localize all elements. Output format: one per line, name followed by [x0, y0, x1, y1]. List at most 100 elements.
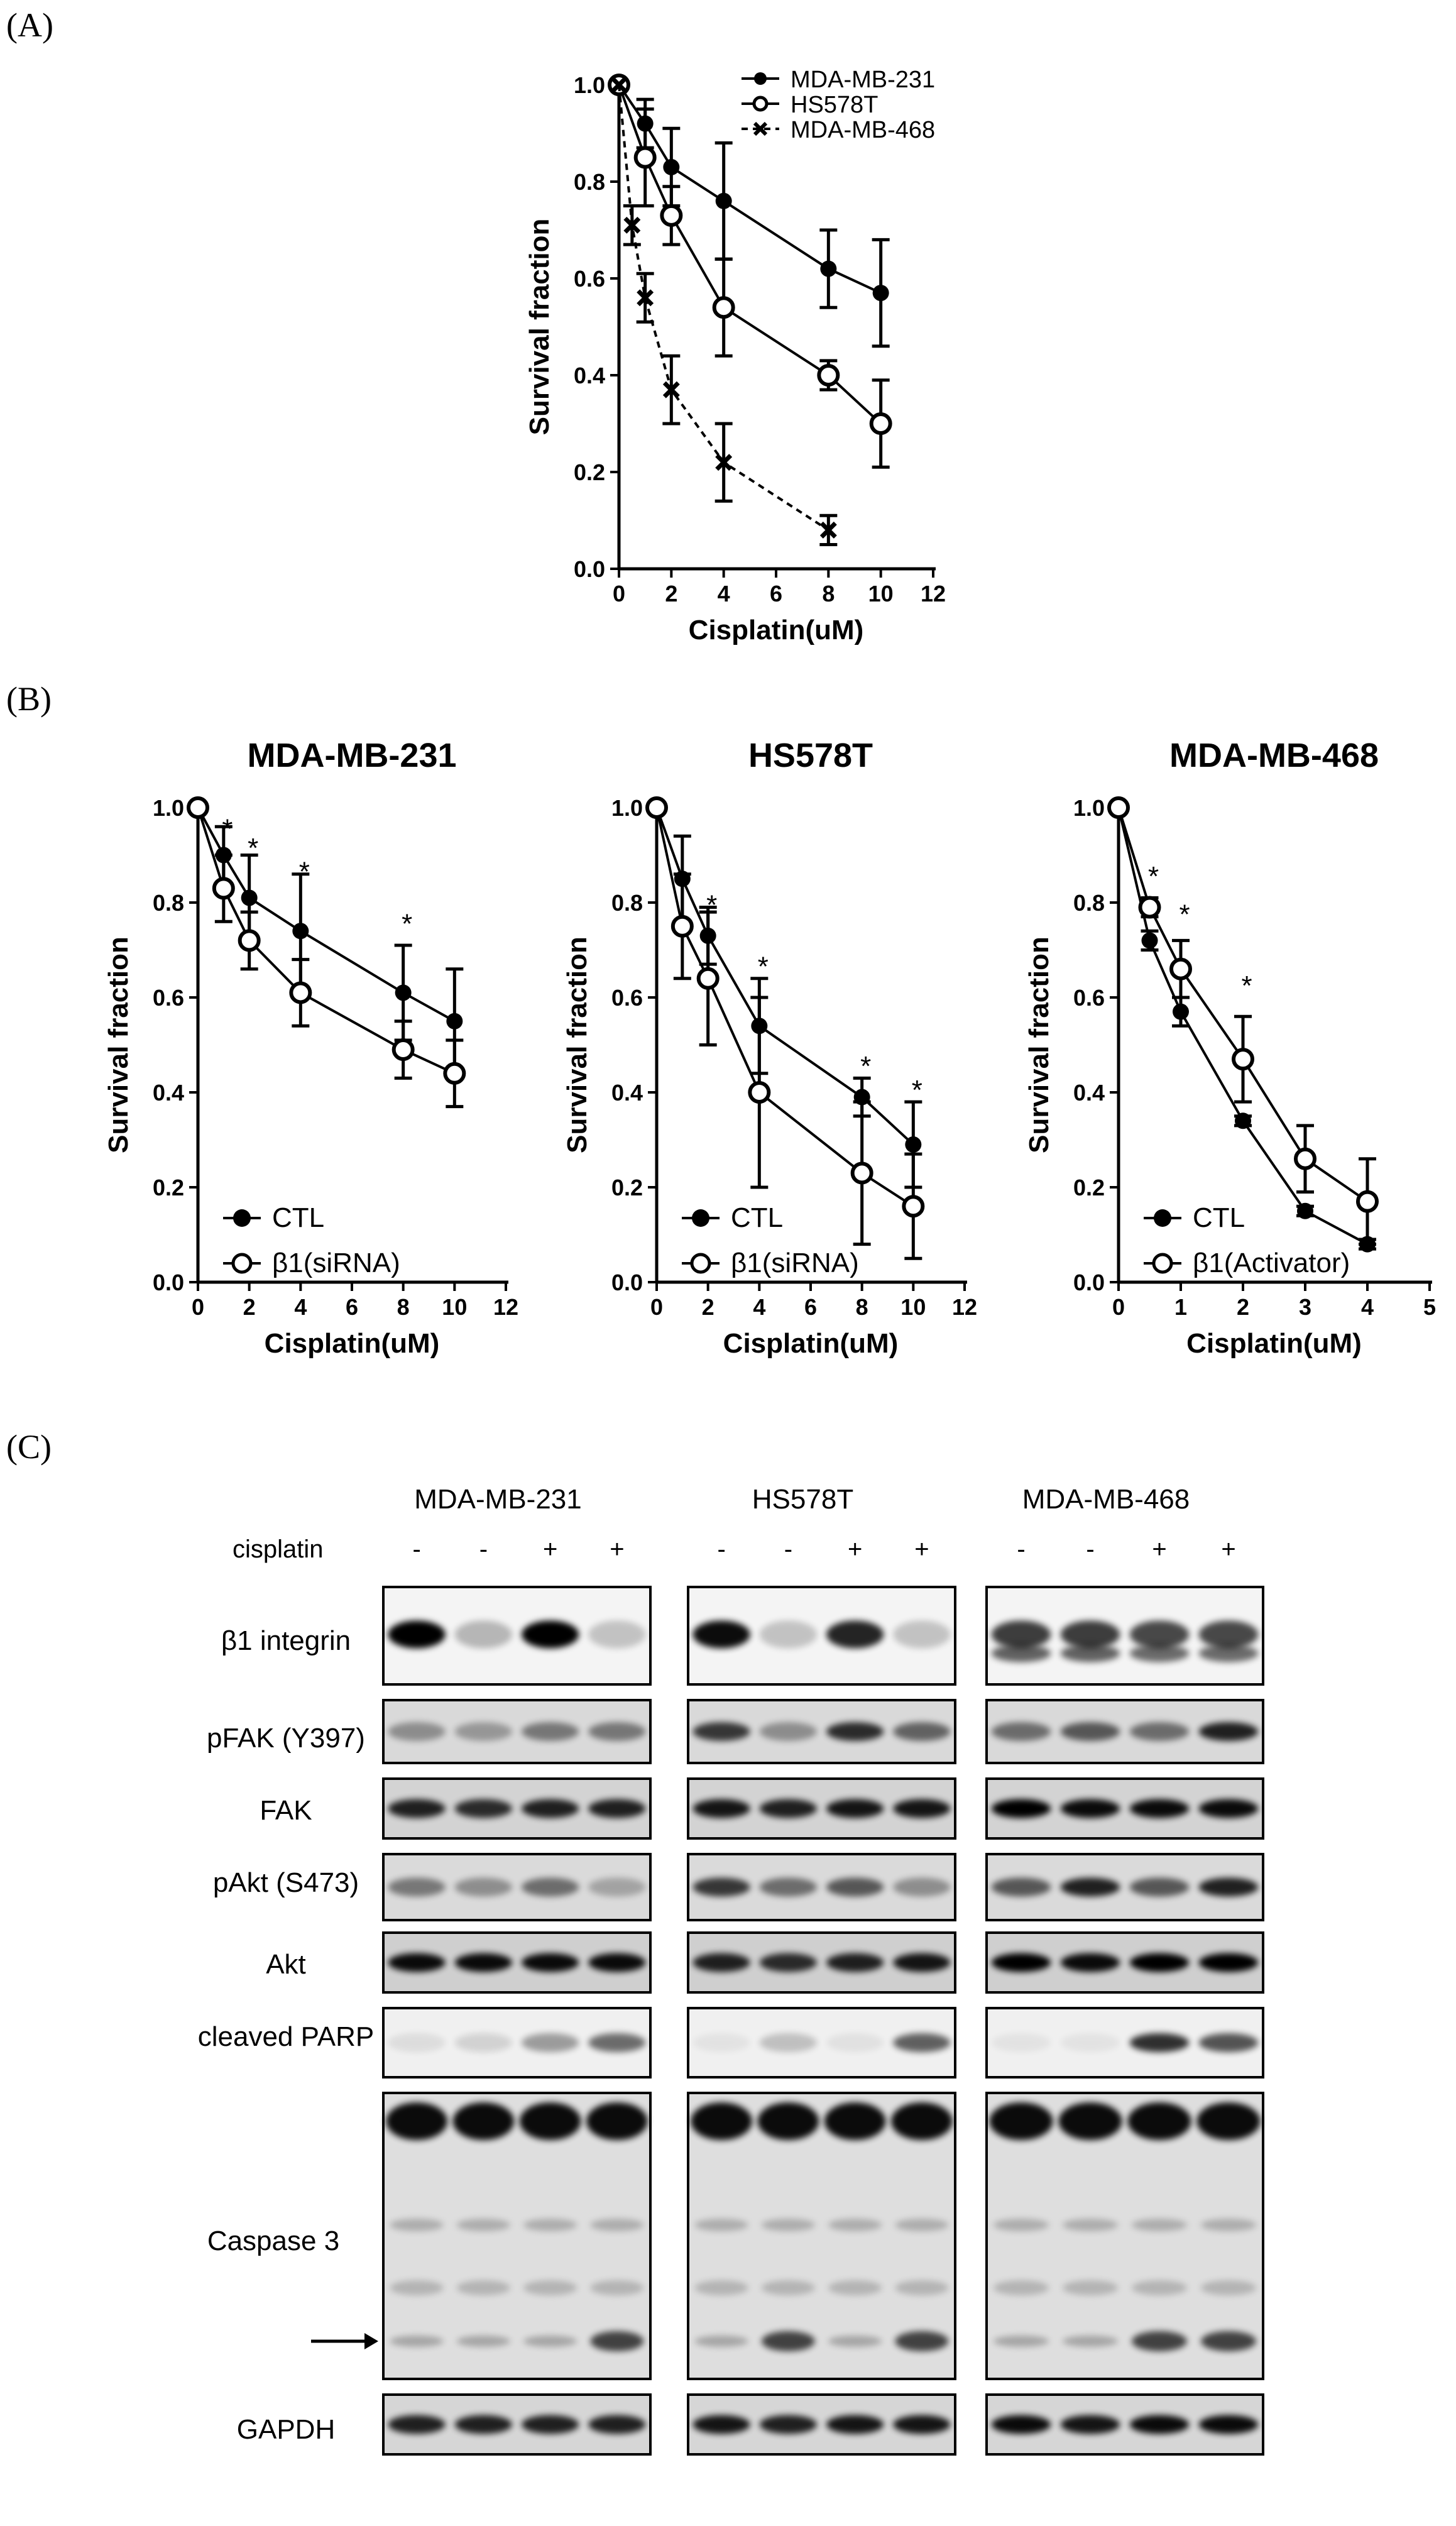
data-point: [187, 796, 209, 819]
legend-label: β1(siRNA): [731, 1248, 859, 1278]
protein-band: [388, 1799, 446, 1818]
protein-band: [388, 2415, 446, 2434]
blot-box: [985, 2092, 1264, 2380]
data-point: [819, 521, 837, 539]
protein-band: [454, 1620, 513, 1649]
y-tick-label: 0.4: [153, 1080, 184, 1106]
y-tick-label: 0.2: [574, 459, 605, 485]
protein-band: [1129, 1644, 1190, 1662]
data-point: [241, 889, 258, 906]
protein-band: [828, 2336, 882, 2347]
data-point: [645, 796, 668, 819]
protein-band: [588, 1722, 646, 1741]
data-point: [1294, 1147, 1316, 1170]
protein-band: [588, 1620, 646, 1649]
y-tick-label: 1.0: [611, 795, 643, 821]
series--1-sirna-: [187, 796, 466, 1109]
y-tick-label: 0.6: [153, 985, 184, 1011]
y-tick-label: 0.2: [611, 1175, 643, 1200]
y-tick-label: 0.6: [1073, 985, 1105, 1011]
data-point: [850, 1161, 873, 1185]
legend-label: CTL: [731, 1202, 783, 1233]
protein-band: [991, 1644, 1051, 1662]
significance-star: *: [402, 909, 412, 940]
protein-band: [991, 1722, 1051, 1741]
protein-band: [759, 1953, 818, 1972]
blot-row--1-integrin: β1 integrin: [221, 1586, 1264, 1686]
protein-band: [692, 1799, 750, 1818]
protein-band: [895, 2219, 949, 2231]
legend-marker: [753, 121, 768, 136]
protein-band: [1060, 1799, 1120, 1818]
protein-band: [521, 2415, 579, 2434]
protein-band: [1198, 1620, 1259, 1649]
blot-row-caspase-3: Caspase 3: [207, 2092, 1264, 2380]
legend-marker: [231, 1253, 253, 1274]
x-tick-label: 2: [1237, 1294, 1249, 1320]
protein-band: [692, 1722, 750, 1741]
data-point: [1235, 1112, 1251, 1129]
x-tick-label: 4: [753, 1294, 765, 1320]
legend-marker: [233, 1209, 251, 1227]
y-tick-label: 0.4: [574, 363, 605, 388]
protein-band: [588, 2415, 646, 2434]
y-axis-label: Survival fraction: [562, 936, 593, 1153]
protein-band: [1060, 2033, 1120, 2052]
y-tick-label: 0.0: [574, 556, 605, 582]
protein-band: [826, 2415, 884, 2434]
x-tick-label: 6: [770, 581, 782, 607]
y-tick-label: 0.4: [1073, 1080, 1105, 1106]
protein-band: [1063, 2219, 1118, 2231]
cisplatin-sign: -: [784, 1535, 792, 1563]
series-line: [618, 84, 882, 425]
chart-b-mda-mb-468: MDA-MB-468 0 1 2 3 4 5 0.0 0.2 0.4 0.6 0.8 1.0 Cispla…: [1024, 737, 1436, 1359]
protein-band: [824, 2102, 886, 2140]
protein-band: [1129, 1620, 1190, 1649]
protein-band: [759, 1620, 818, 1649]
data-point: [637, 289, 654, 307]
legend-label: β1(siRNA): [272, 1248, 400, 1278]
protein-band: [692, 2033, 750, 2052]
protein-band: [454, 2033, 513, 2052]
row-label: Caspase 3: [207, 2226, 339, 2256]
protein-band: [826, 1953, 884, 1972]
protein-band: [991, 2415, 1051, 2434]
x-tick-label: 4: [294, 1294, 307, 1320]
series-line: [197, 807, 456, 1023]
data-point: [292, 923, 309, 940]
x-axis-label: Cisplatin(uM): [723, 1328, 899, 1359]
y-axis-label: Survival fraction: [103, 936, 134, 1153]
series-line: [1117, 807, 1368, 1246]
protein-band: [759, 1877, 818, 1897]
protein-band: [1132, 2331, 1187, 2351]
data-point: [902, 1195, 925, 1218]
protein-band: [1060, 1620, 1120, 1649]
protein-band: [521, 1799, 579, 1818]
protein-band: [993, 2336, 1049, 2347]
x-tick-label: 12: [493, 1294, 518, 1320]
protein-band: [454, 1953, 513, 1972]
protein-band: [1063, 2336, 1118, 2347]
cisplatin-sign: +: [1152, 1535, 1166, 1563]
chart-title: MDA-MB-468: [1169, 737, 1379, 774]
protein-band: [523, 2280, 577, 2295]
legend-marker: [692, 1209, 709, 1227]
data-point: [1138, 896, 1161, 919]
data-point: [395, 984, 412, 1001]
significance-star: *: [912, 1075, 922, 1106]
legend-marker: [752, 96, 769, 112]
row-label: FAK: [260, 1795, 312, 1826]
protein-band: [991, 1953, 1051, 1972]
x-tick-label: 0: [192, 1294, 204, 1320]
protein-band: [692, 1953, 750, 1972]
protein-band: [893, 1620, 951, 1649]
data-point: [869, 412, 892, 435]
significance-star: *: [222, 814, 233, 845]
protein-band: [826, 1877, 884, 1897]
data-point: [289, 981, 312, 1004]
cisplatin-sign: +: [1221, 1535, 1235, 1563]
protein-band: [588, 1953, 646, 1972]
protein-band: [454, 1799, 513, 1818]
x-tick-label: 3: [1299, 1294, 1311, 1320]
protein-band: [590, 2331, 644, 2351]
